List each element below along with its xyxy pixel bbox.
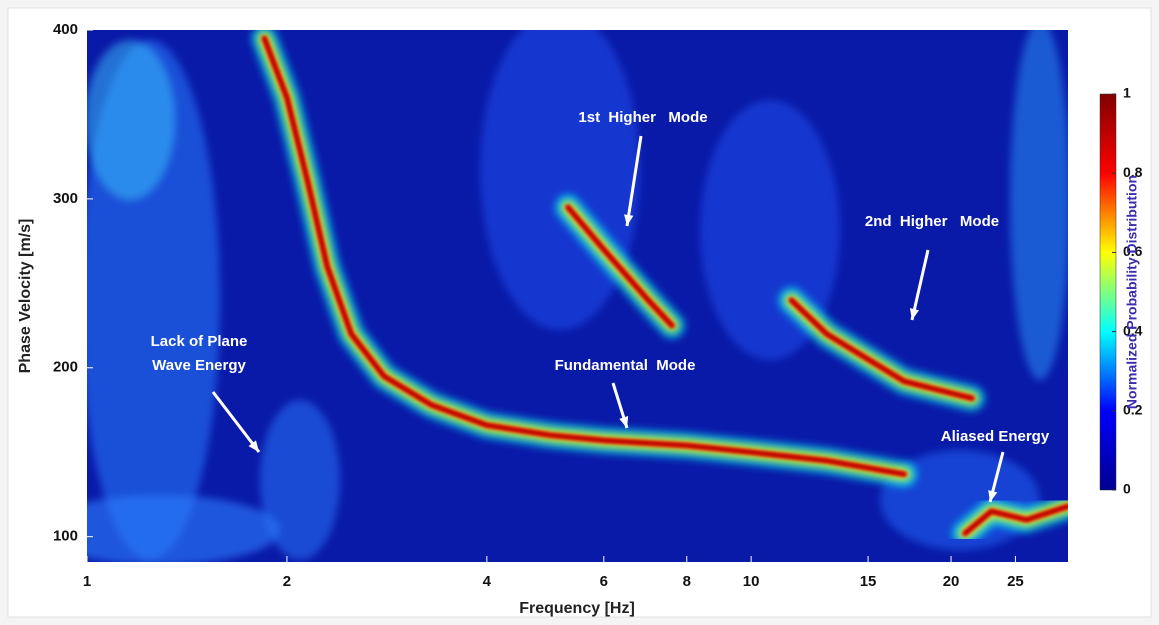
x-axis-label: Frequency [Hz]	[519, 600, 635, 617]
y-tick-label: 200	[53, 359, 78, 376]
annotation: 2nd Higher Mode	[865, 213, 999, 230]
y-tick-label: 400	[53, 21, 78, 38]
y-axis-label: Phase Velocity [m/s]	[17, 219, 34, 374]
x-tick-label: 10	[743, 573, 760, 590]
colorbar-tick-label: 1	[1123, 85, 1131, 101]
colorbar-label: Normalized Probability Distribution	[1124, 175, 1140, 409]
annotation: Fundamental Mode	[555, 357, 696, 374]
page: {"chart_data": { "type": "heatmap", "xla…	[0, 0, 1159, 625]
y-tick-label: 100	[53, 528, 78, 545]
annotation: Wave Energy	[152, 357, 246, 374]
x-tick-label: 25	[1007, 573, 1024, 590]
y-tick-label: 300	[53, 190, 78, 207]
annotation: Lack of Plane	[151, 333, 248, 350]
x-tick-label: 8	[683, 573, 691, 590]
colorbar	[1100, 94, 1116, 490]
colorbar-tick-label: 0	[1123, 481, 1131, 497]
x-tick-label: 15	[860, 573, 877, 590]
chart: 1246810152025100200300400Fundamental Mod…	[0, 0, 1159, 625]
annotation: 1st Higher Mode	[578, 109, 707, 126]
x-tick-label: 6	[600, 573, 608, 590]
x-tick-label: 2	[283, 573, 291, 590]
x-tick-label: 20	[943, 573, 960, 590]
x-tick-label: 4	[483, 573, 492, 590]
x-tick-label: 1	[83, 573, 91, 590]
annotation: Aliased Energy	[941, 428, 1050, 445]
